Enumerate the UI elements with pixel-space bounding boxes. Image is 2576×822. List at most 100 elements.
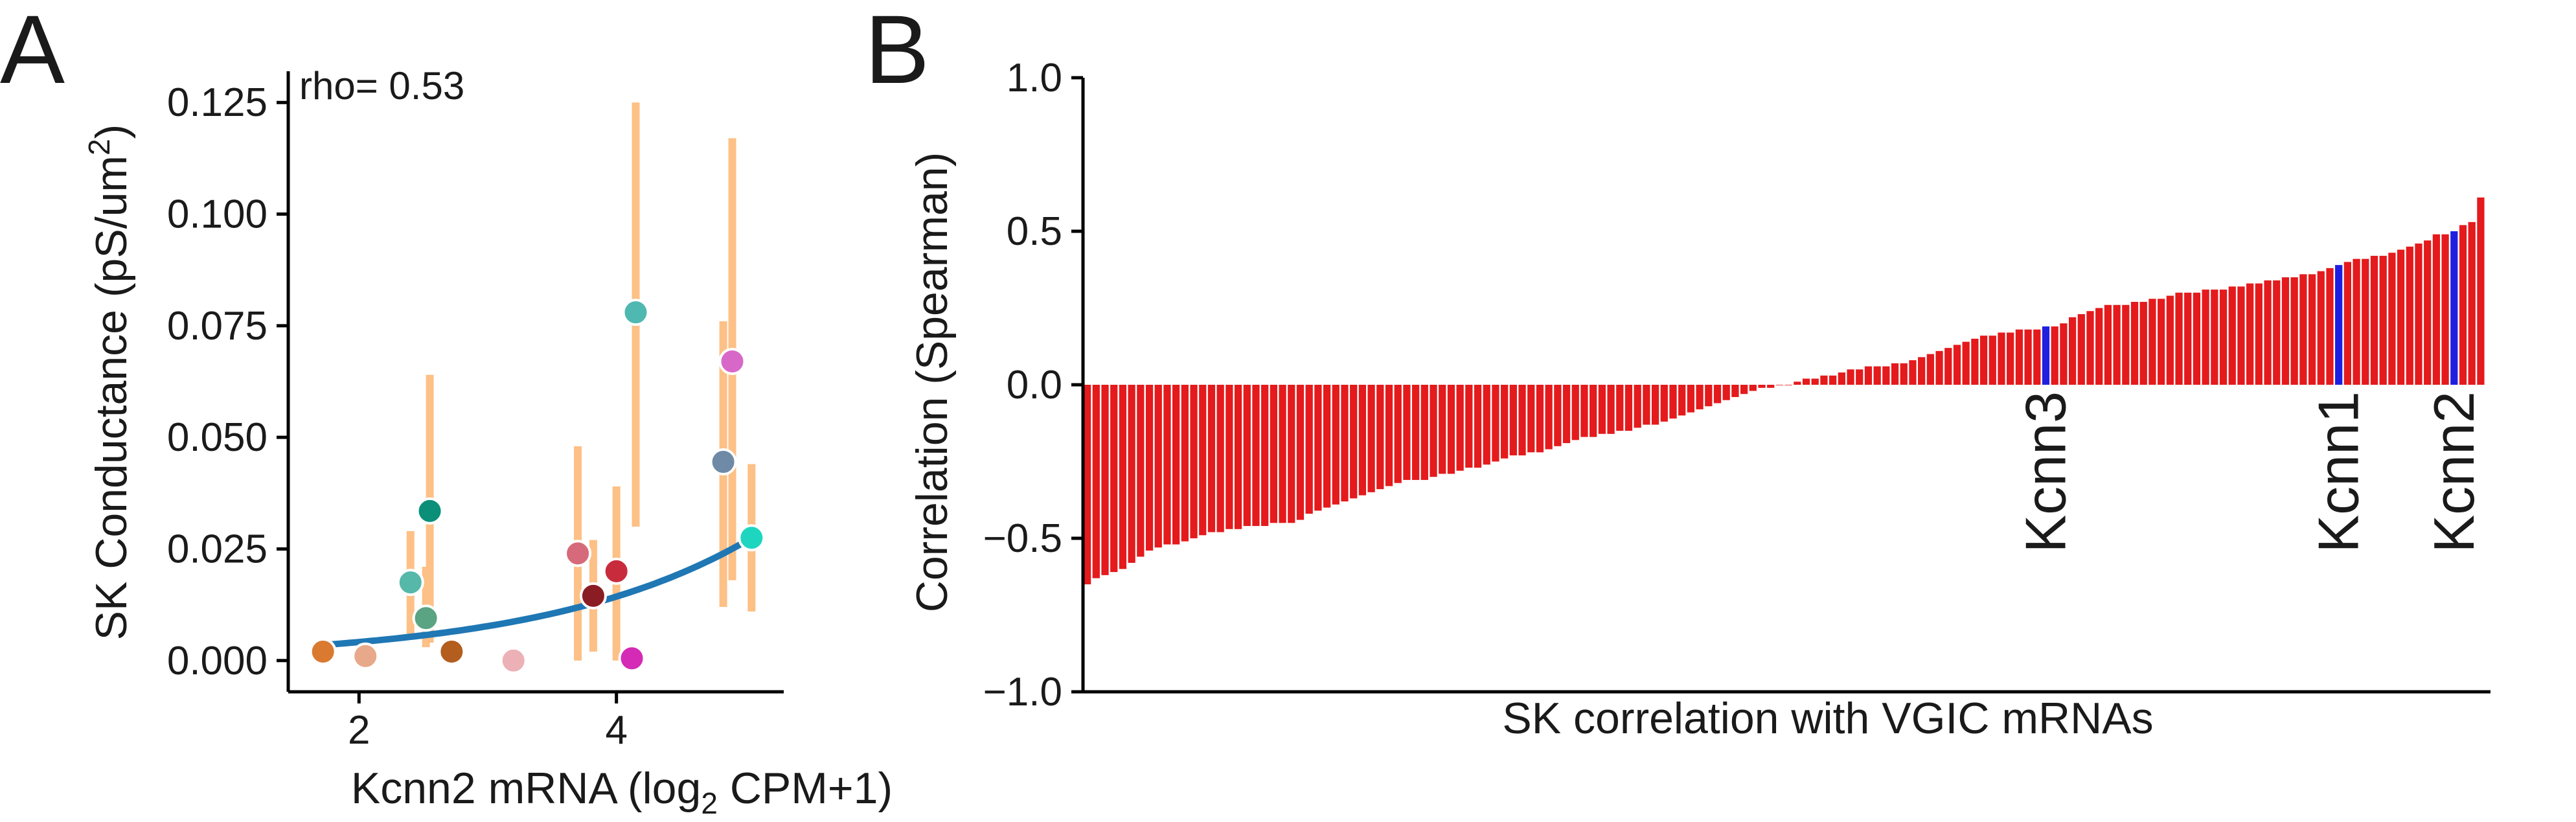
bar <box>1216 385 1224 532</box>
bar <box>2122 304 2130 385</box>
bar <box>1358 385 1367 496</box>
bar <box>1207 385 1216 532</box>
bar <box>1385 385 1393 486</box>
bar <box>1483 385 1490 465</box>
bar <box>2219 290 2228 385</box>
y-axis-label-a-sup: 2 <box>82 139 116 155</box>
bar <box>1527 385 1535 453</box>
y-tick-label-b: 0.0 <box>1007 363 1062 407</box>
y-tick-label-b: 0.5 <box>1007 209 1062 254</box>
y-tick-label-a: 0.050 <box>167 415 268 460</box>
bar <box>2104 304 2112 385</box>
x-axis-label-a-tail: CPM+1) <box>718 764 893 813</box>
bar <box>1341 385 1349 502</box>
bar <box>1713 385 1722 404</box>
bar <box>2353 258 2360 385</box>
bar <box>2237 286 2245 385</box>
bar <box>1456 385 1464 471</box>
bar <box>1172 385 1180 545</box>
bar <box>1571 385 1579 440</box>
bar <box>1447 385 1455 474</box>
data-point <box>579 582 607 610</box>
bar <box>1562 385 1571 444</box>
rho-annotation: rho= 0.53 <box>299 64 464 108</box>
data-point <box>738 524 766 552</box>
bar <box>1909 360 1917 385</box>
bar <box>1651 385 1659 425</box>
bar <box>1181 385 1189 542</box>
gene-label: Kcnn3 <box>2014 391 2078 553</box>
bar <box>2166 295 2174 385</box>
bar <box>2139 302 2147 385</box>
bar-highlight <box>2335 265 2343 385</box>
fit-curve <box>319 534 755 648</box>
y-tick-label-a: 0.100 <box>167 192 268 237</box>
bar <box>2024 329 2032 385</box>
bar <box>2077 314 2085 385</box>
y-tick-label-b: −0.5 <box>983 516 1062 561</box>
bar <box>1199 385 1207 536</box>
data-point <box>718 347 746 375</box>
bar <box>2211 290 2218 385</box>
bar <box>1678 385 1686 416</box>
bar-highlight <box>2450 231 2458 385</box>
bar <box>1758 385 1766 388</box>
bar <box>1474 385 1482 468</box>
bar <box>2308 274 2316 385</box>
panel-b-letter: B <box>865 0 929 104</box>
bar <box>1811 378 1819 385</box>
bar <box>1634 385 1641 428</box>
scatter-plot-panel-a: 0.000 0.025 0.050 0.075 0.100 0.125 2 4 rho= 0.… <box>82 64 893 820</box>
bar <box>2193 292 2201 385</box>
bar <box>1439 385 1446 474</box>
bar <box>1350 385 1358 499</box>
y-tick-label-b: −1.0 <box>983 670 1062 714</box>
bar <box>2326 268 2334 385</box>
bar <box>2397 249 2405 385</box>
y-axis-label-a-main: SK Conductance (pS/um <box>87 155 136 640</box>
data-point <box>416 497 444 525</box>
bar <box>1856 369 1864 385</box>
bar <box>2299 274 2307 385</box>
bar <box>2158 299 2165 385</box>
bar <box>2184 292 2192 385</box>
x-axis-label-a-sub: 2 <box>701 786 718 820</box>
bar <box>1190 385 1198 538</box>
bar <box>2281 277 2290 385</box>
bar <box>2175 292 2183 385</box>
bar <box>1084 385 1091 585</box>
bar <box>2388 253 2396 385</box>
bar <box>1394 385 1402 483</box>
bar <box>1820 375 1828 385</box>
bar <box>1518 385 1526 456</box>
bar <box>2130 302 2139 385</box>
bar <box>1101 385 1109 575</box>
data-point <box>602 557 630 585</box>
bar <box>2033 329 2041 385</box>
bar <box>1705 385 1713 407</box>
bar <box>1465 385 1473 468</box>
bar <box>1243 385 1251 527</box>
bar <box>2060 323 2068 385</box>
bar <box>1279 385 1286 523</box>
bar <box>1411 385 1420 480</box>
bar <box>1900 363 1908 385</box>
bar <box>2362 258 2369 385</box>
bar <box>2317 271 2325 385</box>
bar <box>2095 308 2103 385</box>
bar <box>1740 385 1748 394</box>
bar <box>2007 332 2014 385</box>
x-axis-label-a-main: Kcnn2 mRNA (log <box>351 764 701 813</box>
bar <box>1234 385 1242 529</box>
bar <box>1979 336 1988 385</box>
bar <box>1367 385 1375 492</box>
panel-a-letter: A <box>0 0 65 104</box>
data-point <box>412 604 440 632</box>
gene-label: Kcnn1 <box>2307 391 2371 553</box>
bar <box>1420 385 1428 480</box>
bar <box>1953 345 1961 385</box>
bar <box>2459 225 2467 385</box>
bar <box>1145 385 1154 551</box>
bar <box>1509 385 1517 456</box>
